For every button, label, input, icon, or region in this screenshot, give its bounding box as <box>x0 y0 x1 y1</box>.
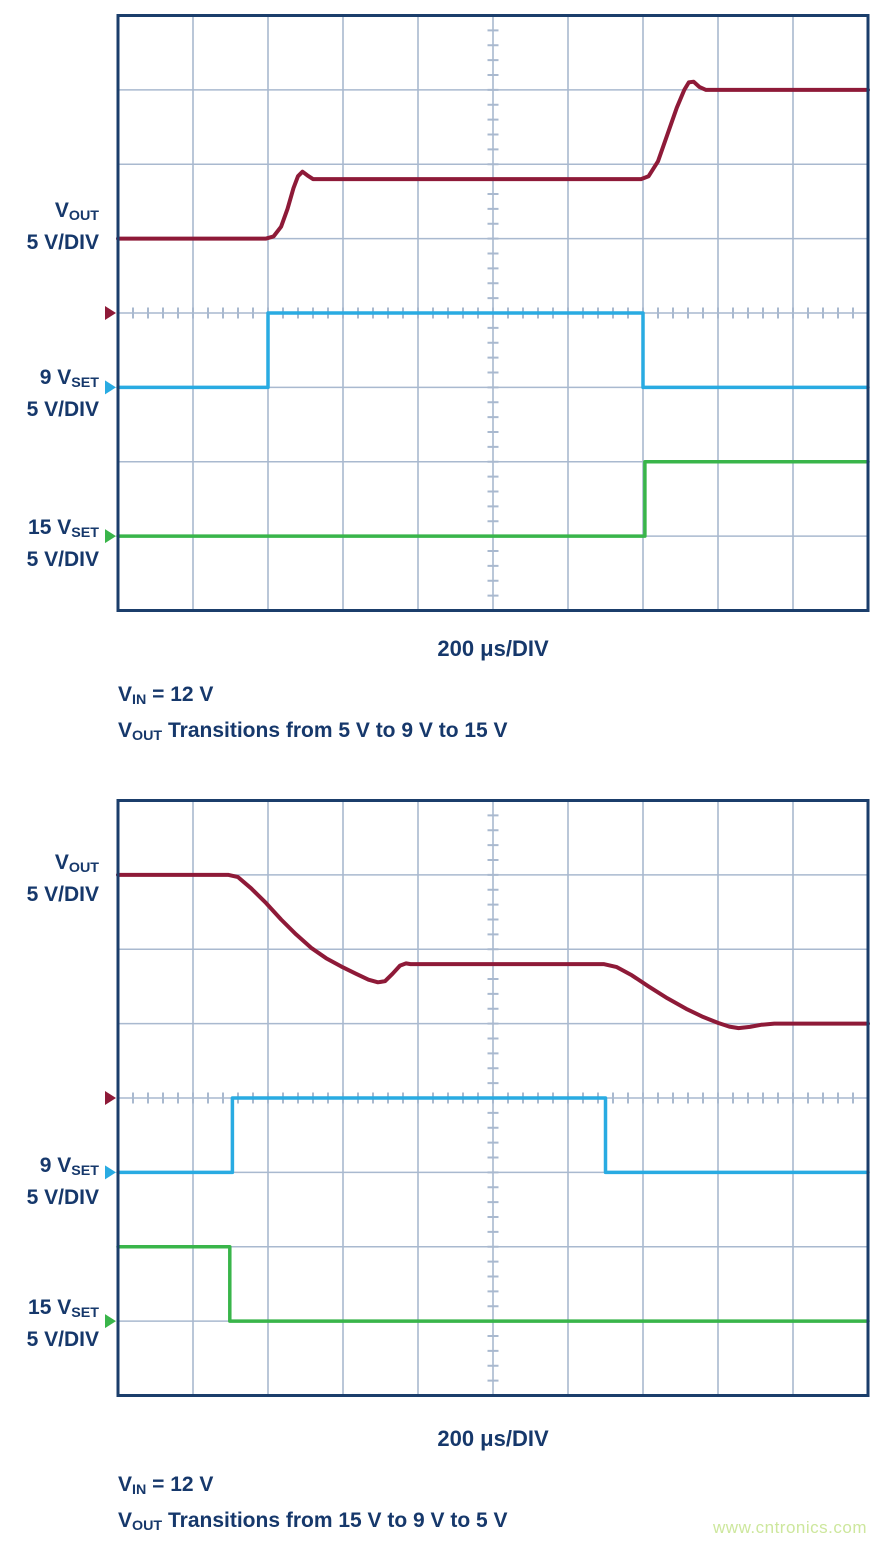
oscilloscope-grid-bottom <box>105 799 870 1397</box>
trace-scale: 5 V/DIV <box>26 548 99 571</box>
trace-scale: 5 V/DIV <box>26 1328 99 1351</box>
caption-line-vin: VIN = 12 V <box>118 1473 214 1499</box>
caption-top: VIN = 12 V VOUT Transitions from 5 V to … <box>118 678 508 750</box>
subscript: OUT <box>132 1518 163 1535</box>
subscript: SET <box>71 375 99 392</box>
caption-line-transition: VOUT Transitions from 5 V to 9 V to 15 V <box>118 719 508 745</box>
trace-scale: 5 V/DIV <box>26 1186 99 1209</box>
subscript: SET <box>71 1305 99 1322</box>
trace-name: 15 VSET <box>28 1296 99 1322</box>
trace-name: 9 VSET <box>39 366 99 392</box>
subscript: OUT <box>132 728 163 745</box>
subscript: OUT <box>68 208 99 225</box>
trace-label-15vset-bottom: 15 VSET 5 V/DIV <box>0 1293 99 1355</box>
timebase-label-top: 200 μs/DIV <box>437 636 549 661</box>
trace-label-vout-bottom: VOUT 5 V/DIV <box>0 848 99 910</box>
watermark: www.cntronics.com <box>713 1518 867 1537</box>
trace-name: VOUT <box>54 199 99 225</box>
trace-name: 15 VSET <box>28 516 99 542</box>
trace-label-9vset-bottom: 9 VSET 5 V/DIV <box>0 1151 99 1213</box>
caption-line-transition: VOUT Transitions from 15 V to 9 V to 5 V <box>118 1509 508 1535</box>
trace-label-vout-top: VOUT 5 V/DIV <box>0 196 99 258</box>
subscript: SET <box>71 1163 99 1180</box>
trace-scale: 5 V/DIV <box>26 398 99 421</box>
caption-line-vin: VIN = 12 V <box>118 683 214 709</box>
trace-name: VOUT <box>54 851 99 877</box>
trace-scale: 5 V/DIV <box>26 231 99 254</box>
trace-scale: 5 V/DIV <box>26 883 99 906</box>
timebase-label-bottom: 200 μs/DIV <box>437 1426 549 1451</box>
trace-label-9vset-top: 9 VSET 5 V/DIV <box>0 363 99 425</box>
subscript: IN <box>132 1482 147 1499</box>
subscript: OUT <box>68 860 99 877</box>
subscript: IN <box>132 692 147 709</box>
trace-name: 9 VSET <box>39 1154 99 1180</box>
oscilloscope-grid-top <box>105 14 870 612</box>
subscript: SET <box>71 525 99 542</box>
trace-label-15vset-top: 15 VSET 5 V/DIV <box>0 513 99 575</box>
caption-bottom: VIN = 12 V VOUT Transitions from 15 V to… <box>118 1468 508 1540</box>
